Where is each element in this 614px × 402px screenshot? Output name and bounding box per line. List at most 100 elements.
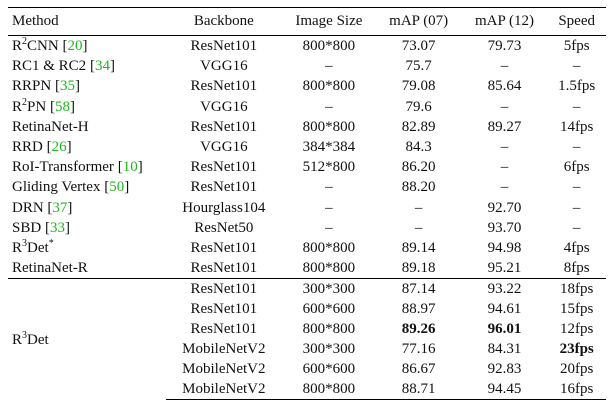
backbone-cell: ResNet101 [190,118,258,135]
citation-number: 58 [54,98,70,115]
table-row: R2PN [58] VGG16 – 79.6 – – [8,97,606,117]
method-name-suffix: PN [27,98,47,115]
speed-cell: – [572,139,581,156]
citation-number: 33 [49,219,65,236]
map12-cell: 92.83 [487,361,522,378]
map12-cell: – [500,159,509,176]
speed-cell: 14fps [560,118,594,135]
backbone-cell: MobileNetV2 [182,361,266,378]
map12-cell: 94.98 [487,239,522,256]
map07-cell: 73.07 [401,38,436,55]
cite-bracket: ] [66,139,72,156]
header-backbone: Backbone [193,13,254,29]
method-name: Gliding Vertex [12,179,101,196]
method-cell: SBD [33] [8,218,166,238]
method-cell: RoI-Transformer [10] [8,157,166,177]
method-cell: R2CNN [20] [8,36,166,57]
comparison-rows: R2CNN [20] ResNet101 800*800 73.07 79.73 5fps… [8,36,606,279]
image-size-cell: 600*600 [302,361,356,378]
backbone-cell: ResNet101 [165,278,282,300]
image-size-cell: 800*800 [302,38,356,55]
method-cell: DRN [37] [8,198,166,218]
map07-cell: 86.20 [401,159,436,176]
map07-cell: 87.14 [375,278,462,300]
map12-cell: – [500,98,509,115]
speed-cell: – [572,219,581,236]
backbone-cell: ResNet101 [190,321,258,338]
map12-cell: – [500,58,509,75]
method-name: RoI-Transformer [12,159,114,176]
map12-cell: 85.64 [487,78,522,95]
results-table: Method Backbone Image Size mAP (07) mAP … [8,7,606,401]
backbone-cell: ResNet101 [190,239,258,256]
backbone-cell: VGG16 [200,58,248,75]
method-name: RC1 & RC2 [12,58,87,75]
citation-number: 35 [59,78,75,95]
map07-cell: 77.16 [401,341,436,358]
method-name: R [12,38,23,55]
image-size-cell: 300*300 [302,341,356,358]
speed-cell: 8fps [563,260,590,277]
header-row: Method Backbone Image Size mAP (07) mAP … [8,7,606,36]
citation-number: 37 [52,199,68,216]
backbone-cell: ResNet101 [190,301,258,318]
map12-cell: 94.61 [487,301,522,318]
cite-bracket: [ [46,139,52,156]
cite-bracket: ] [124,179,130,196]
map12-cell: 93.70 [487,219,522,236]
method-name-suffix: CNN [27,38,59,55]
image-size-cell: 512*800 [302,159,356,176]
speed-cell: – [572,98,581,115]
backbone-cell: ResNet101 [190,179,258,196]
speed-cell: 4fps [563,239,590,256]
backbone-cell: VGG16 [200,139,248,156]
cite-bracket: ] [64,219,70,236]
image-size-cell: – [325,58,333,75]
image-size-cell: 800*800 [282,379,376,401]
speed-cell: 18fps [547,278,606,300]
table-row: ResNet101 800*800 89.26 96.01 12fps [8,319,606,339]
map12-cell: 96.01 [487,321,522,338]
method-name: DRN [12,199,44,216]
image-size-cell: – [325,219,333,236]
backbone-cell: ResNet101 [190,38,258,55]
speed-cell: 5fps [563,38,590,55]
map07-cell: 79.08 [401,78,436,95]
map12-cell: 84.31 [487,341,522,358]
method-cell: RRD [26] [8,137,166,157]
method-name: R [12,331,23,348]
map12-cell: – [500,139,509,156]
image-size-cell: 800*800 [302,118,356,135]
cite-bracket: [ [54,78,60,95]
backbone-cell: MobileNetV2 [182,341,266,358]
method-name: RetinaNet-R [12,260,88,277]
map07-cell: 88.97 [401,301,436,318]
method-name: RRD [12,139,43,156]
speed-cell: 20fps [560,361,594,378]
header-map12: mAP (12) [474,13,534,29]
method-name: R [12,239,23,256]
image-size-cell: 800*800 [302,239,356,256]
citation-number: 20 [67,38,83,55]
table-row: MobileNetV2 800*800 88.71 94.45 16fps [8,379,606,401]
table-row: MobileNetV2 300*300 77.16 84.31 23fps [8,339,606,359]
speed-cell: 1.5fps [558,78,596,95]
header-image-size: Image Size [295,13,363,29]
map12-cell: 79.73 [487,38,522,55]
cite-bracket: ] [82,38,88,55]
table-row: DRN [37] Hourglass104 – – 92.70 – [8,198,606,218]
map12-cell: 89.27 [487,118,522,135]
cite-bracket: ] [137,159,143,176]
backbone-cell: ResNet101 [190,260,258,277]
map07-cell: – [414,199,423,216]
table-row: Gliding Vertex [50] ResNet101 – 88.20 – – [8,177,606,197]
backbone-cell: Hourglass104 [182,199,266,216]
method-name: R [12,98,23,115]
table-row: RRPN [35] ResNet101 800*800 79.08 85.64 1.5fp… [8,76,606,96]
method-name: RRPN [12,78,52,95]
image-size-cell: – [325,199,333,216]
method-cell: RetinaNet-H [8,117,166,137]
speed-cell: 15fps [560,301,594,318]
cite-bracket: [ [104,179,110,196]
